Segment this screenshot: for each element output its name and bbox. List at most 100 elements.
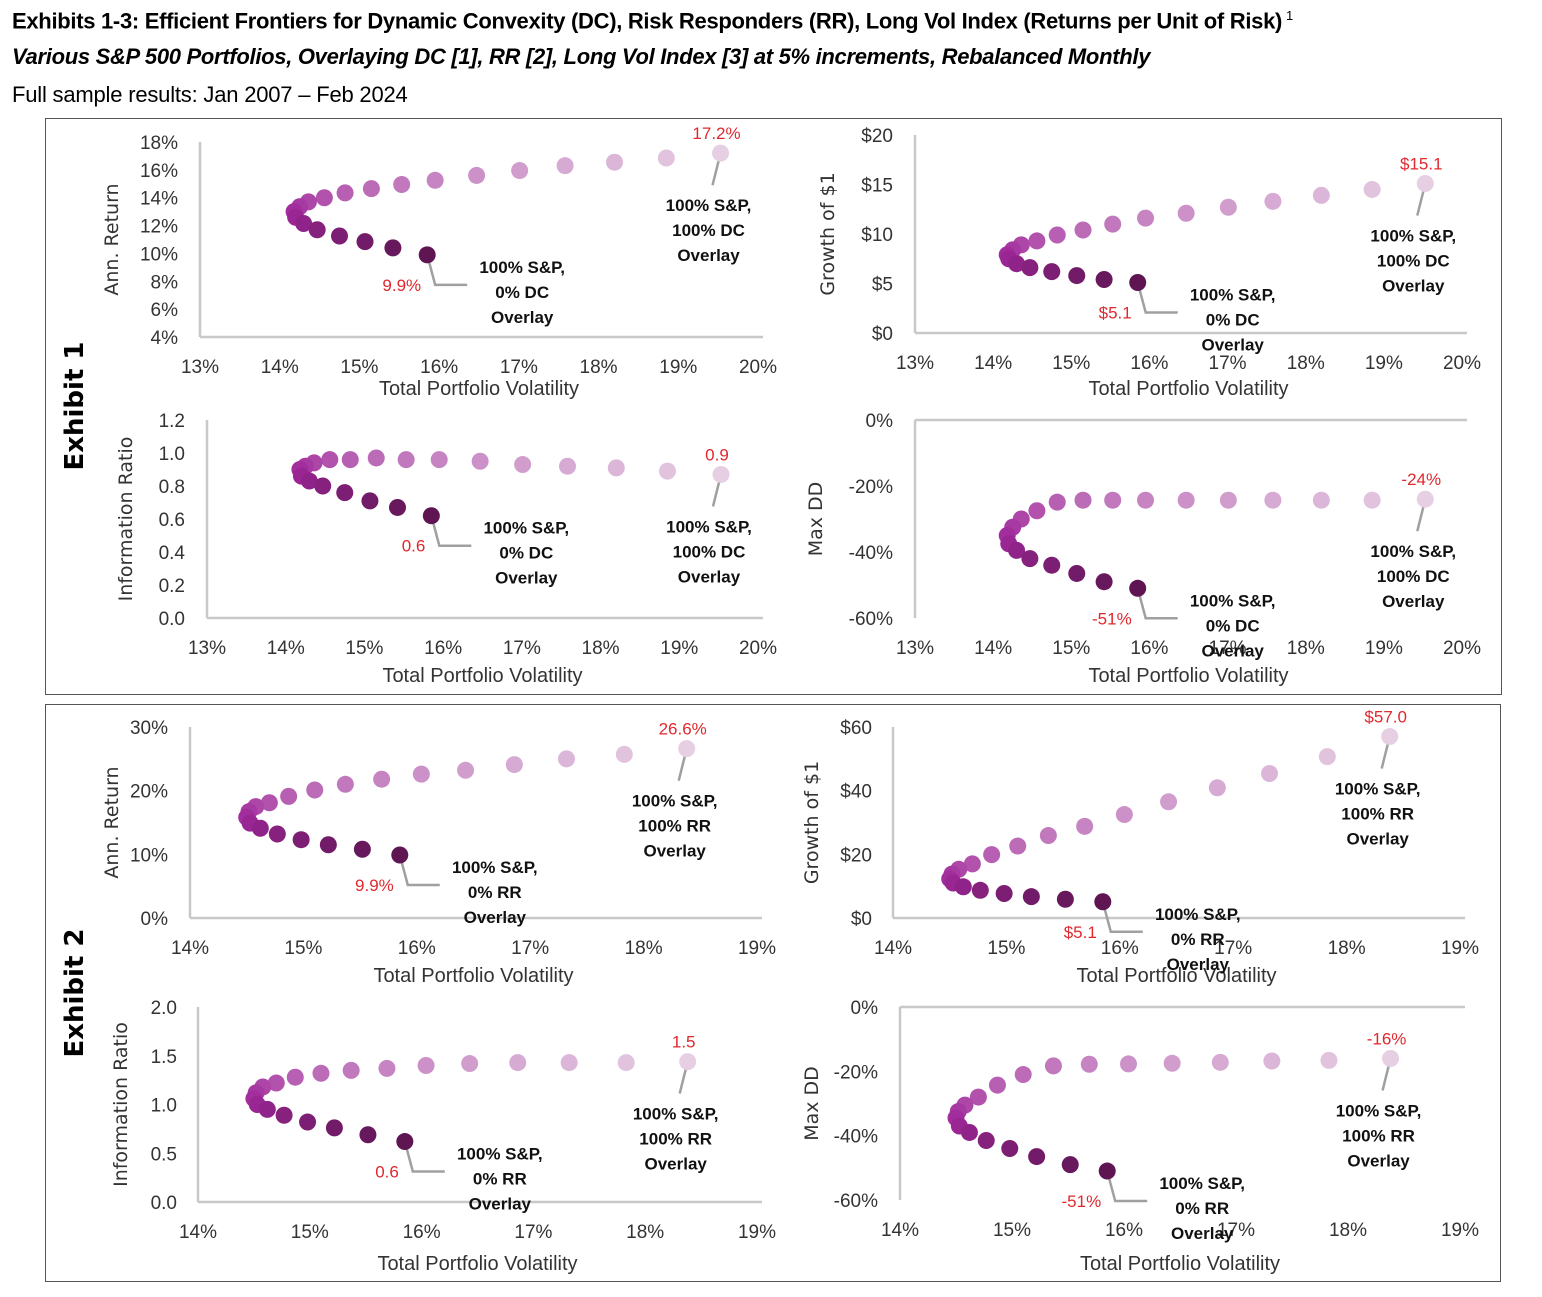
data-point-85pct bbox=[1264, 192, 1282, 210]
title-text: Exhibits 1-3: Efficient Frontiers for Dy… bbox=[12, 8, 1283, 34]
y-tick-label: $0 bbox=[851, 909, 872, 930]
y-tick-label: 2.0 bbox=[151, 998, 177, 1019]
x-tick-label: 17% bbox=[500, 357, 538, 378]
y-tick-label: $60 bbox=[840, 718, 872, 739]
y-tick-label: $10 bbox=[861, 225, 893, 246]
data-point-10pct bbox=[356, 233, 374, 251]
y-axis-title: Growth of $1 bbox=[801, 761, 823, 884]
sample-period: Full sample results: Jan 2007 – Feb 2024 bbox=[12, 82, 408, 107]
y-tick-label: 0.0 bbox=[159, 609, 185, 630]
end-annotation-line: 100% RR bbox=[1341, 805, 1414, 824]
end-annotation-line: Overlay bbox=[1382, 277, 1445, 296]
x-tick-label: 13% bbox=[896, 353, 934, 374]
start-annotation-line: Overlay bbox=[464, 908, 527, 927]
x-tick-label: 16% bbox=[1130, 638, 1168, 659]
start-leader-line bbox=[1136, 282, 1178, 314]
data-point-100pct bbox=[712, 465, 730, 483]
data-point-55pct bbox=[341, 451, 359, 469]
data-point-60pct bbox=[1009, 837, 1027, 855]
start-leader-line bbox=[1105, 1170, 1148, 1203]
data-point-0pct bbox=[418, 246, 436, 264]
y-tick-label: 0.0 bbox=[151, 1193, 177, 1214]
data-point-95pct bbox=[1320, 1051, 1338, 1069]
data-point-75pct bbox=[468, 166, 486, 184]
data-point-5pct bbox=[1095, 271, 1113, 289]
data-point-55pct bbox=[1048, 226, 1066, 244]
data-point-0pct bbox=[422, 507, 440, 525]
end-annotation-line: 100% RR bbox=[639, 1130, 712, 1149]
y-tick-label: $20 bbox=[861, 126, 893, 147]
x-tick-label: 14% bbox=[179, 1222, 217, 1243]
data-point-75pct bbox=[471, 452, 489, 470]
y-tick-label: 30% bbox=[130, 718, 168, 739]
x-tick-label: 18% bbox=[626, 1222, 664, 1243]
y-axis-title: Growth of $1 bbox=[817, 172, 839, 295]
x-tick-label: 13% bbox=[896, 638, 934, 659]
data-point-55pct bbox=[1048, 493, 1066, 511]
x-tick-label: 14% bbox=[267, 638, 305, 659]
x-tick-label: 20% bbox=[739, 357, 777, 378]
x-axis-title: Total Portfolio Volatility bbox=[373, 965, 573, 987]
y-axis-title: Information Ratio bbox=[115, 437, 137, 602]
x-axis-title: Total Portfolio Volatility bbox=[1088, 378, 1288, 400]
data-point-0pct bbox=[1129, 579, 1147, 597]
data-point-60pct bbox=[1074, 221, 1092, 239]
data-point-15pct bbox=[336, 484, 354, 502]
start-annotation-line: Overlay bbox=[1167, 955, 1230, 974]
y-tick-label: 14% bbox=[140, 189, 178, 210]
y-tick-label: 0% bbox=[851, 998, 879, 1019]
end-value-label: 0.9 bbox=[705, 445, 729, 464]
x-tick-label: 14% bbox=[261, 357, 299, 378]
data-point-90pct bbox=[557, 750, 575, 768]
start-annotation-line: 0% RR bbox=[1175, 1199, 1229, 1218]
data-point-65pct bbox=[342, 1061, 360, 1079]
start-annotation-line: Overlay bbox=[495, 569, 558, 588]
end-annotation-line: Overlay bbox=[677, 246, 740, 265]
data-point-100pct bbox=[679, 1053, 697, 1071]
x-tick-label: 14% bbox=[974, 638, 1012, 659]
y-tick-label: 1.5 bbox=[151, 1047, 177, 1068]
data-point-0pct bbox=[1129, 274, 1147, 292]
end-annotation-line: 100% S&P, bbox=[633, 1105, 719, 1124]
data-point-0pct bbox=[1094, 893, 1112, 911]
y-tick-label: $5 bbox=[872, 275, 893, 296]
data-point-95pct bbox=[1363, 491, 1381, 509]
y-tick-label: -40% bbox=[834, 1127, 878, 1148]
start-annotation-line: 0% RR bbox=[468, 883, 522, 902]
data-point-50pct bbox=[963, 855, 981, 873]
start-annotation-line: 0% DC bbox=[499, 544, 553, 563]
data-point-5pct bbox=[388, 498, 406, 516]
data-point-95pct bbox=[1363, 180, 1381, 198]
x-tick-label: 18% bbox=[1287, 638, 1325, 659]
data-point-55pct bbox=[286, 1068, 304, 1086]
data-point-15pct bbox=[292, 831, 310, 849]
x-tick-label: 19% bbox=[660, 638, 698, 659]
start-annotation-line: Overlay bbox=[1202, 336, 1265, 355]
start-annotation-line: 100% S&P, bbox=[1190, 286, 1276, 305]
start-annotation-line: Overlay bbox=[1171, 1224, 1234, 1243]
x-tick-label: 16% bbox=[403, 1222, 441, 1243]
x-tick-label: 14% bbox=[974, 353, 1012, 374]
data-point-50pct bbox=[969, 1088, 987, 1106]
data-point-85pct bbox=[505, 756, 523, 774]
start-leader-line bbox=[398, 854, 440, 887]
x-axis-title: Total Portfolio Volatility bbox=[382, 665, 582, 687]
data-point-65pct bbox=[397, 451, 415, 469]
data-point-90pct bbox=[560, 1054, 578, 1072]
x-tick-label: 20% bbox=[1443, 638, 1481, 659]
data-point-5pct bbox=[1095, 573, 1113, 591]
data-point-100pct bbox=[712, 144, 730, 162]
start-value-label: -51% bbox=[1062, 1192, 1102, 1211]
data-point-10pct bbox=[1022, 888, 1040, 906]
y-tick-label: 1.0 bbox=[151, 1096, 177, 1117]
x-tick-label: 16% bbox=[420, 357, 458, 378]
start-annotation-line: 100% S&P, bbox=[1190, 591, 1276, 610]
data-point-20pct bbox=[1021, 550, 1039, 568]
y-tick-label: 0.8 bbox=[159, 477, 185, 498]
x-tick-label: 19% bbox=[659, 357, 697, 378]
x-tick-label: 15% bbox=[993, 1220, 1031, 1241]
x-axis-title: Total Portfolio Volatility bbox=[377, 1253, 577, 1275]
